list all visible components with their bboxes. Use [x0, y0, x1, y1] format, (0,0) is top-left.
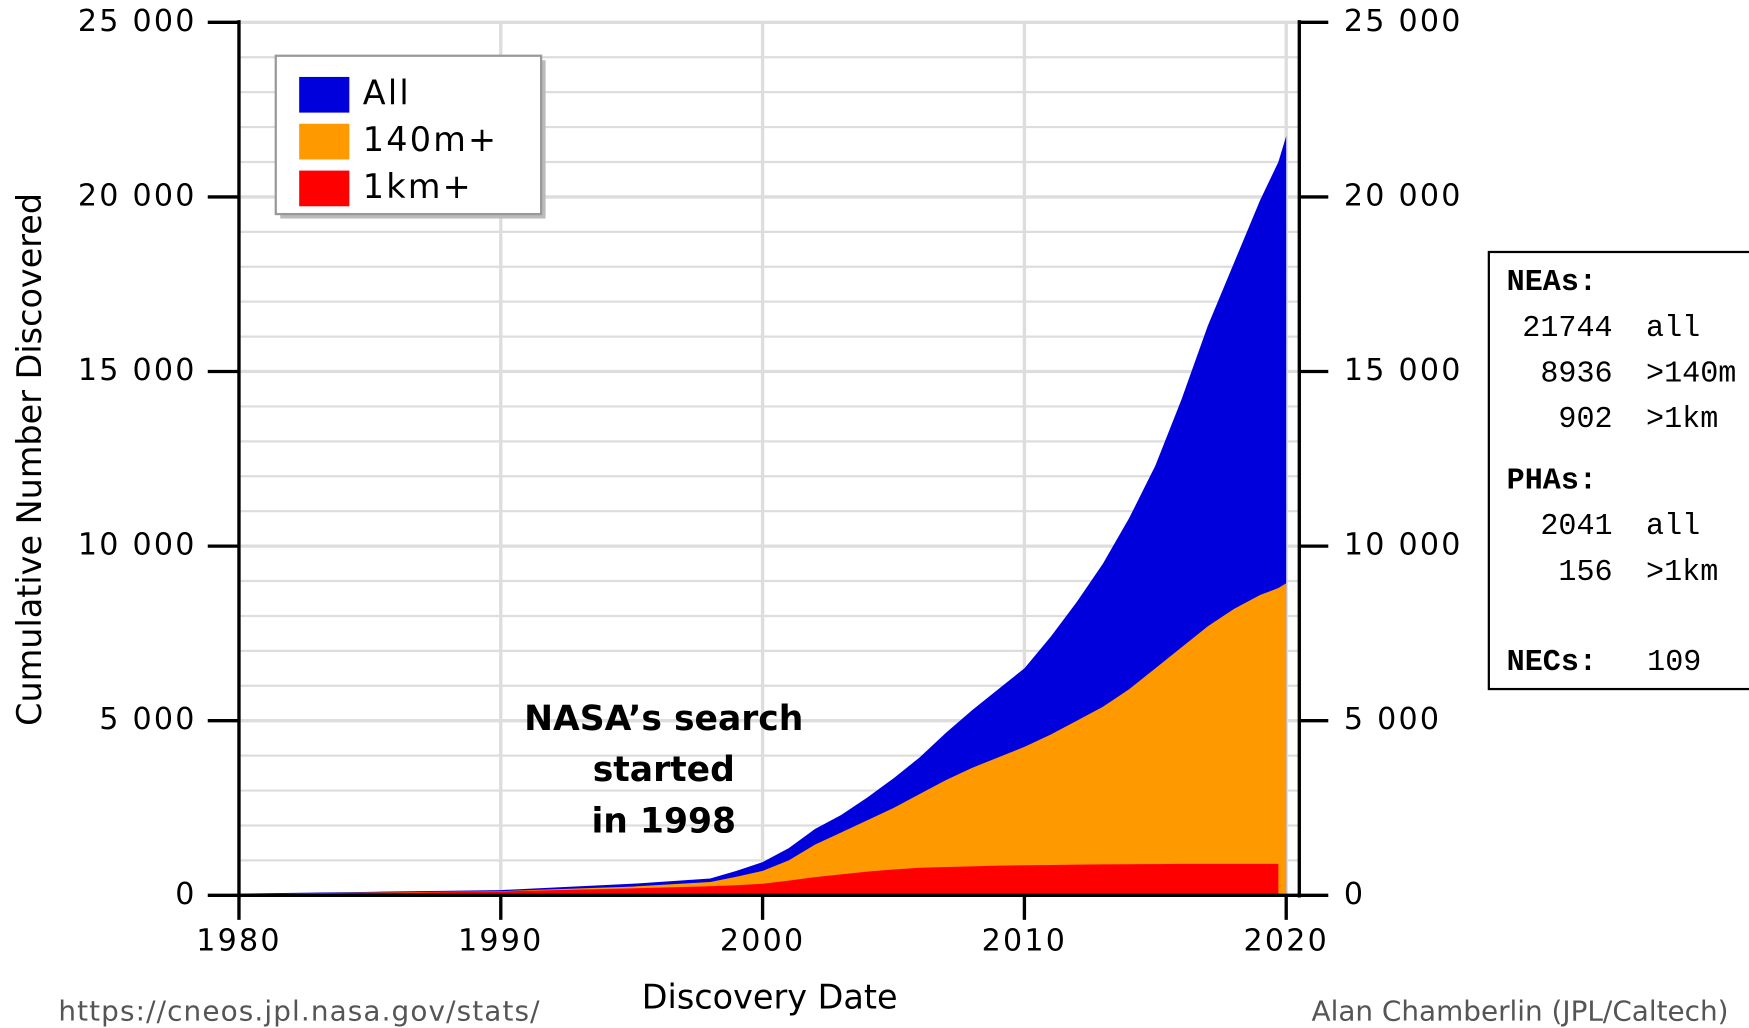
stats-count: 8936 [1540, 357, 1612, 391]
x-tick-label: 2010 [982, 924, 1068, 959]
area [238, 583, 1287, 896]
y-tick-label: 20 000 [78, 178, 197, 213]
stats-count: 902 [1558, 403, 1612, 437]
stats-count: 2041 [1540, 510, 1612, 544]
stats-count: 109 [1647, 646, 1701, 680]
y2-tick-label: 15 000 [1344, 353, 1463, 388]
y2-tick-label: 5 000 [1344, 702, 1441, 737]
x-tick-label: 1980 [196, 924, 282, 959]
legend-swatch [299, 170, 350, 207]
source: https://cneos.jpl.nasa.gov/stats/ [58, 994, 540, 1027]
y2-tick-label: 20 000 [1344, 178, 1463, 213]
annotation: NASA’s search [524, 699, 803, 739]
stats-label: >1km [1646, 403, 1718, 437]
stats-label: all [1646, 510, 1700, 544]
stats-count: 156 [1558, 556, 1612, 590]
legend-label: 140m+ [363, 120, 499, 159]
y-tick-label: 25 000 [78, 4, 197, 39]
x-axis-label: Discovery Date [642, 978, 898, 1017]
stats-box [1487, 250, 1749, 691]
y-tick-label: 0 [175, 877, 196, 912]
legend-label: 1km+ [363, 167, 473, 206]
credit: Alan Chamberlin (JPL/Caltech) [1312, 994, 1729, 1027]
stats-label: >1km [1646, 556, 1718, 590]
y-axis-label: Cumulative Number Discovered [10, 193, 49, 726]
stats-title: PHAs: [1507, 465, 1597, 499]
y-tick-label: 5 000 [99, 702, 196, 737]
x-tick-label: 1990 [458, 924, 544, 959]
x-tick-label: 2000 [720, 924, 806, 959]
legend-swatch [299, 76, 350, 113]
stats-count: 21744 [1522, 312, 1612, 346]
annotation: started [593, 750, 735, 790]
stats-title: NEAs: [1507, 266, 1597, 300]
stats-label: >140m [1646, 357, 1736, 391]
y-tick-label: 15 000 [78, 353, 197, 388]
x-tick-label: 2020 [1243, 924, 1329, 959]
area [238, 863, 1279, 896]
y2-tick-label: 10 000 [1344, 528, 1463, 563]
annotation: in 1998 [591, 801, 736, 841]
area [238, 136, 1287, 896]
y2-tick-label: 0 [1344, 877, 1365, 912]
y-tick-label: 10 000 [78, 528, 197, 563]
stats-label: all [1646, 312, 1700, 346]
legend-swatch [299, 123, 350, 160]
legend-label: All [363, 73, 411, 112]
stats-title: NECs: [1507, 646, 1597, 680]
y2-tick-label: 25 000 [1344, 4, 1463, 39]
